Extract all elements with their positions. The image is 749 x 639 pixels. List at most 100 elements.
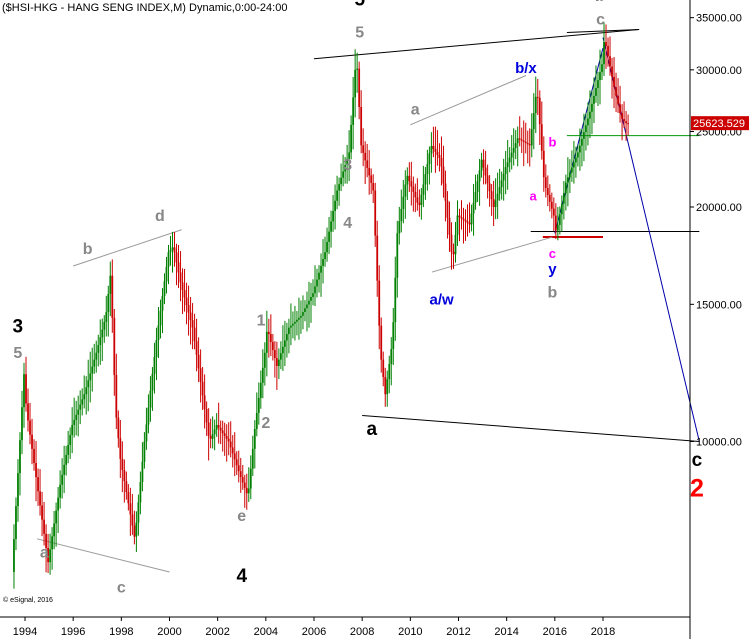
- candle-body: [217, 424, 220, 428]
- candle-body: [320, 265, 322, 273]
- wave-label: y: [548, 261, 557, 278]
- candle-body: [500, 180, 503, 188]
- candle-body: [366, 160, 369, 168]
- candle-body: [209, 436, 212, 439]
- candle-body: [488, 183, 491, 192]
- candle-body: [404, 184, 407, 197]
- wave-label: 5: [354, 0, 365, 10]
- candle-body: [593, 95, 595, 104]
- candle-body: [107, 293, 110, 313]
- candle-body: [259, 382, 262, 398]
- wave-label: a: [411, 101, 420, 118]
- trendline: [362, 414, 700, 442]
- candle-body: [111, 275, 114, 318]
- candle-body: [189, 312, 192, 321]
- candle-body: [536, 96, 539, 98]
- candle-body: [290, 325, 292, 328]
- candle-body: [422, 184, 425, 195]
- trendline: [313, 28, 640, 60]
- candle-body: [506, 162, 509, 168]
- candle-body: [518, 138, 521, 140]
- candle-body: [235, 459, 238, 466]
- candle-body: [601, 64, 603, 73]
- candle-body: [21, 407, 23, 441]
- candle-body: [458, 215, 461, 218]
- candle-body: [589, 111, 591, 119]
- last-price-tag: 25623.529: [691, 116, 749, 131]
- candle-body: [528, 144, 531, 146]
- candle-body: [237, 465, 240, 472]
- candle-body: [151, 373, 154, 391]
- candle-body: [271, 342, 274, 351]
- candle-body: [408, 175, 411, 182]
- candle-body: [29, 420, 31, 435]
- candle-body: [416, 197, 419, 203]
- candle-body: [31, 434, 33, 449]
- wave-label: b: [548, 135, 556, 150]
- candle-body: [137, 502, 140, 523]
- candle-body: [273, 350, 276, 359]
- candle-body: [109, 275, 112, 294]
- candle-body: [179, 272, 182, 283]
- candle-body: [75, 414, 78, 420]
- trendline: [554, 47, 604, 234]
- candle-body: [207, 422, 210, 437]
- candle-body: [163, 281, 166, 297]
- candle-body: [384, 376, 387, 395]
- candle-body: [627, 123, 629, 125]
- candle-body: [231, 447, 234, 454]
- wave-label: a/w: [430, 291, 455, 308]
- candle-body: [619, 104, 621, 114]
- candle-body: [318, 272, 320, 280]
- last-price-box: [691, 116, 749, 131]
- candle-body: [496, 193, 499, 201]
- candle-body: [73, 419, 76, 425]
- candle-body: [55, 510, 58, 524]
- candle-body: [534, 96, 537, 114]
- candle-body: [364, 152, 367, 161]
- candle-body: [263, 352, 266, 368]
- candle-body: [480, 159, 483, 171]
- candle-body: [187, 305, 190, 313]
- candle-body: [241, 477, 244, 483]
- candle-body: [304, 308, 306, 313]
- candle-body: [492, 199, 495, 207]
- candle-body: [81, 399, 84, 405]
- candle-body: [360, 106, 363, 146]
- candle-body: [568, 172, 571, 178]
- candle-body: [161, 296, 164, 311]
- candle-body: [468, 222, 471, 225]
- candle-body: [430, 145, 433, 154]
- candle-body: [570, 167, 573, 173]
- candle-body: [269, 334, 272, 343]
- candle-body: [177, 262, 180, 273]
- candle-body: [579, 145, 581, 153]
- candle-body: [352, 97, 355, 125]
- candle-body: [255, 412, 258, 429]
- x-tick-label: 2008: [350, 626, 374, 638]
- wave-label: 4: [343, 215, 352, 232]
- candle-body: [306, 304, 308, 309]
- candle-body: [476, 181, 479, 193]
- candle-body: [41, 505, 43, 520]
- candle-body: [406, 175, 409, 185]
- candle-body: [498, 187, 501, 194]
- candle-body: [135, 522, 138, 537]
- candle-body: [390, 349, 393, 365]
- candle-body: [25, 374, 27, 404]
- candle-body: [275, 358, 278, 367]
- candle-body: [308, 300, 310, 305]
- candle-body: [47, 547, 49, 563]
- candle-body: [338, 184, 340, 191]
- candle-body: [61, 474, 64, 485]
- candle-body: [77, 409, 80, 415]
- wave-label: b/x: [515, 60, 537, 77]
- candle-body: [438, 154, 441, 158]
- trendline: [73, 229, 182, 267]
- candle-body: [91, 366, 94, 374]
- candle-body: [261, 367, 264, 383]
- candle-body: [300, 315, 302, 318]
- candle-body: [191, 320, 194, 328]
- candle-body: [69, 434, 72, 445]
- candle-body: [129, 503, 132, 515]
